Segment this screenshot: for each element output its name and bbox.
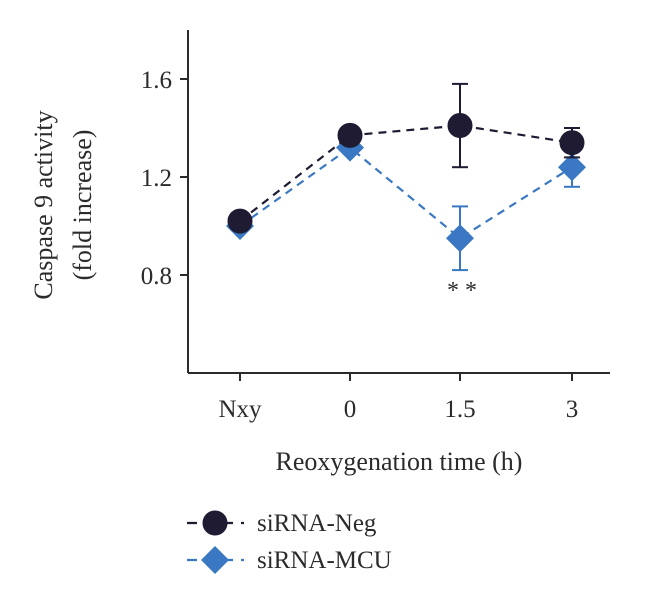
data-point — [447, 113, 473, 139]
x-tick-label: 3 — [566, 396, 579, 423]
legend-item: siRNA-MCU — [187, 546, 392, 574]
legend-item: siRNA-Neg — [187, 510, 377, 537]
legend-label: siRNA-MCU — [257, 547, 392, 574]
y-axis-title-line2: (fold increase) — [68, 130, 97, 281]
legend-marker — [202, 510, 228, 536]
y-axis-title-line1: Caspase 9 activity — [29, 110, 58, 299]
ticks: 0.8 1.2 1.6 Nxy 0 1.5 3 — [141, 67, 579, 423]
series-line — [239, 124, 573, 222]
x-axis-title: Reoxygenation time (h) — [276, 447, 523, 476]
significance-annotation: * * — [447, 278, 477, 304]
x-tick-label: 0 — [344, 396, 357, 423]
x-tick-label: Nxy — [218, 396, 262, 423]
data-point — [446, 224, 474, 253]
x-tick-label: 1.5 — [444, 396, 475, 423]
data-point — [337, 122, 363, 148]
legend: siRNA-Neg siRNA-MCU — [187, 510, 392, 574]
series-siRNA-Neg — [227, 82, 585, 234]
axes — [187, 30, 610, 374]
y-tick-label: 1.2 — [141, 165, 172, 192]
legend-marker — [201, 546, 229, 574]
legend-label: siRNA-Neg — [257, 510, 377, 537]
data-point — [558, 153, 586, 182]
y-tick-label: 0.8 — [141, 263, 172, 290]
data-point — [559, 130, 585, 156]
series-line — [239, 146, 573, 240]
data-point — [227, 208, 253, 234]
axis-titles: Reoxygenation time (h) Caspase 9 activit… — [29, 110, 522, 476]
y-tick-label: 1.6 — [141, 67, 172, 94]
series-layer — [226, 82, 586, 272]
series-siRNA-MCU — [226, 133, 586, 272]
annotation-layer: * * — [447, 278, 477, 304]
